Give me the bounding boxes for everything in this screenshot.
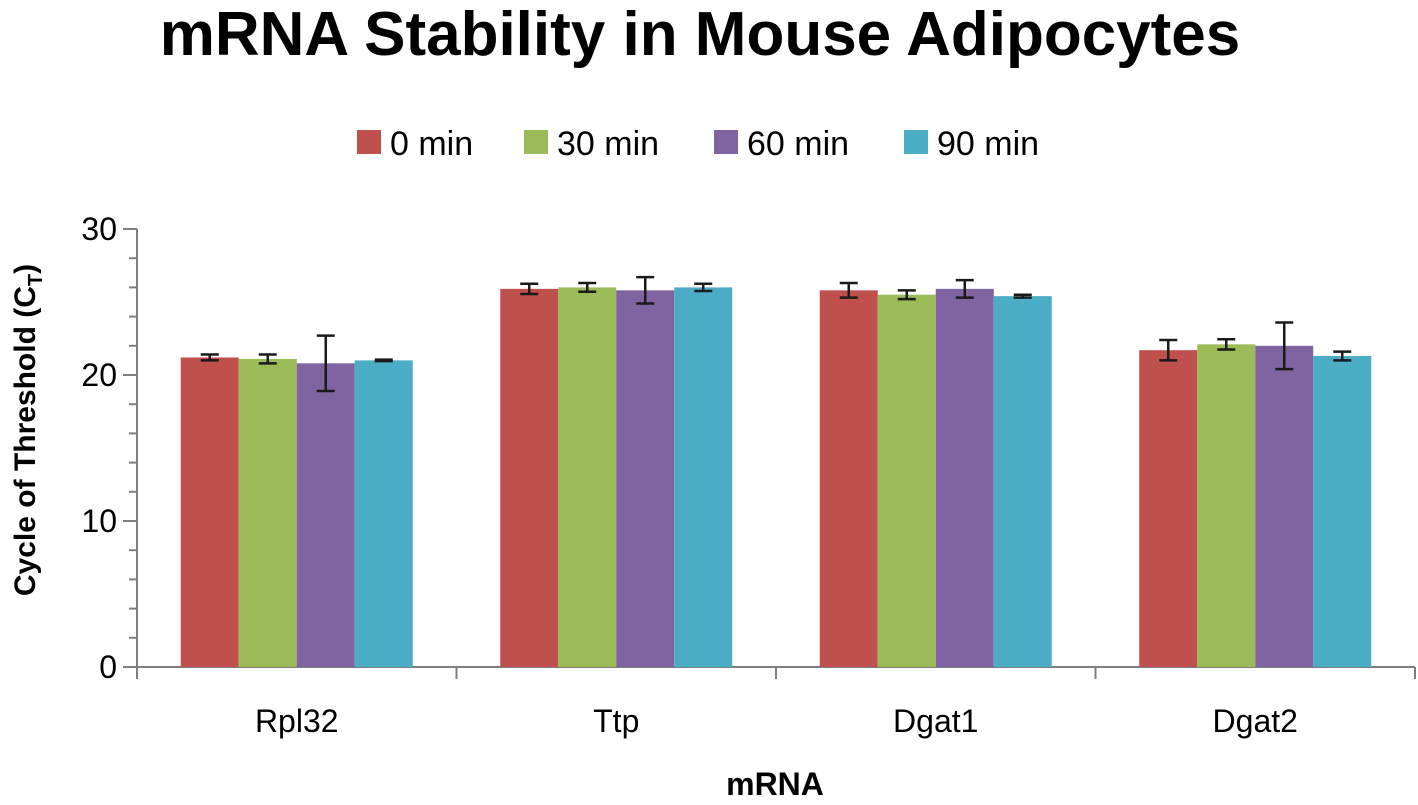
bar (238, 358, 297, 667)
bar (354, 360, 413, 667)
bar (1313, 356, 1372, 667)
x-axis-title: mRNA (726, 766, 824, 800)
y-tick-label: 10 (81, 503, 117, 539)
legend-label: 30 min (557, 125, 659, 163)
y-axis-title-main: Cycle of Threshold (C (9, 286, 42, 596)
x-tick-label: Ttp (593, 703, 639, 739)
legend-swatch (904, 130, 928, 154)
error-bars (200, 275, 1352, 393)
y-tick-label: 0 (99, 649, 117, 685)
bar (877, 294, 936, 667)
x-tick-label: Rpl32 (255, 703, 339, 739)
x-tick-label: Dgat2 (1213, 703, 1298, 739)
y-axis-title-subscript: T (25, 274, 47, 286)
bar (500, 288, 559, 667)
bar (558, 287, 617, 667)
bar (819, 290, 878, 667)
legend-label: 0 min (390, 125, 473, 163)
chart-title: mRNA Stability in Mouse Adipocytes (160, 0, 1241, 69)
bar (1139, 350, 1198, 667)
bar (1197, 344, 1256, 667)
bars (180, 287, 1372, 667)
y-tick-label: 30 (81, 211, 117, 247)
y-axis-title: Cycle of Threshold (CT) (9, 264, 47, 596)
legend-swatch (357, 130, 381, 154)
bar (616, 290, 675, 667)
x-tick-label: Dgat1 (893, 703, 978, 739)
bar (993, 296, 1052, 667)
bar (296, 363, 355, 667)
y-axis-title-close: ) (9, 264, 42, 274)
y-tick-label: 20 (81, 357, 117, 393)
legend-swatch (714, 130, 738, 154)
bar (935, 288, 994, 667)
bar (1255, 345, 1314, 667)
bar (674, 287, 733, 667)
legend-label: 90 min (937, 125, 1039, 163)
legend-label: 60 min (747, 125, 849, 163)
bar (180, 357, 239, 667)
legend: 0 min 30 min 60 min 90 min (357, 125, 1039, 163)
legend-swatch (524, 130, 548, 154)
